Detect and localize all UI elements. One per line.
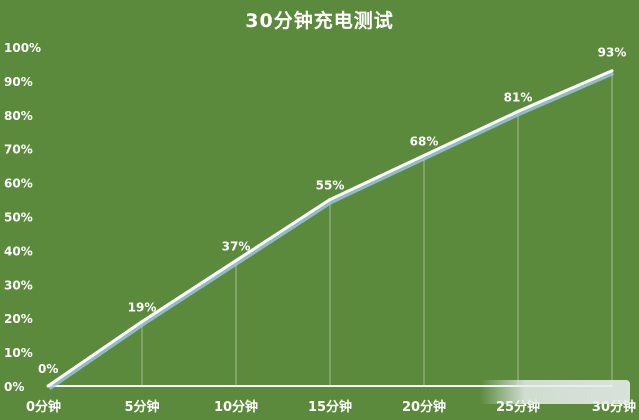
x-tick-label: 0分钟 [26,399,61,415]
y-tick-label: 80% [4,109,33,123]
x-tick-label: 15分钟 [308,399,352,415]
data-label: 93% [598,46,627,60]
data-point [234,259,238,263]
y-tick-label: 100% [4,41,41,55]
chart-title: 30分钟充电测试 [245,10,394,32]
data-point [328,198,332,202]
data-point [516,109,520,113]
data-label: 37% [222,240,251,254]
data-point [140,320,144,324]
data-point [46,384,50,388]
y-tick-label: 50% [4,211,33,225]
x-tick-label: 5分钟 [124,399,159,415]
watermark-overlay [480,380,630,404]
y-tick-label: 0% [4,380,24,394]
data-point [422,153,426,157]
data-label: 0% [38,362,58,376]
series-line-shadow [47,70,614,391]
x-tick-label: 10分钟 [214,399,258,415]
y-tick-label: 20% [4,312,33,326]
y-tick-label: 90% [4,75,33,89]
y-tick-label: 60% [4,177,33,191]
y-tick-label: 30% [4,278,33,292]
data-label: 81% [504,90,533,104]
data-label: 55% [316,179,345,193]
data-label: 68% [410,134,439,148]
data-point [610,69,614,73]
y-tick-label: 10% [4,346,33,360]
data-label: 19% [128,301,157,315]
y-tick-label: 70% [4,143,33,157]
x-tick-label: 20分钟 [402,399,446,415]
y-tick-label: 40% [4,244,33,258]
